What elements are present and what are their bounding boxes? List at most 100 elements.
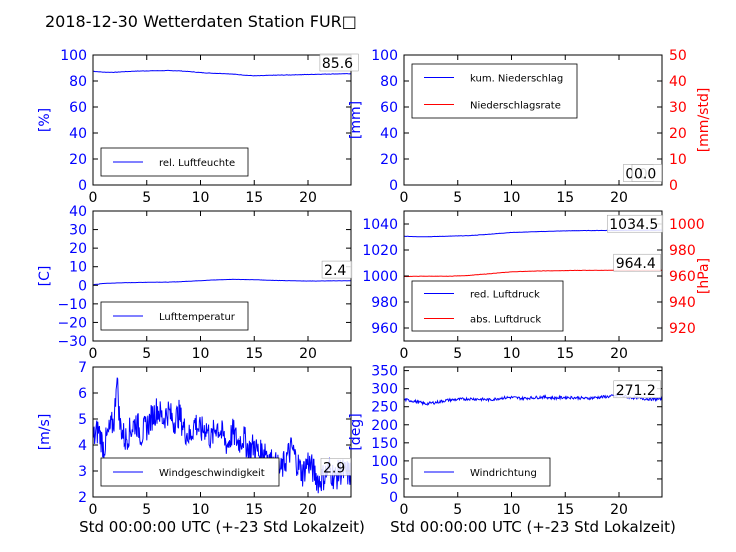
y-tick-label: 150 — [371, 436, 398, 452]
legend-label: Windgeschwindigkeit — [159, 468, 265, 479]
y-tick-label: 40 — [380, 126, 398, 142]
y-tick-label: 300 — [371, 382, 398, 398]
y-tick-label: 20 — [69, 241, 87, 257]
value-annotation: 271.2 — [616, 383, 656, 399]
value-annotation: 964.4 — [616, 256, 656, 272]
value-annotation: 2.9 — [323, 460, 345, 476]
y-tick-label: 60 — [380, 100, 398, 116]
x-tick-label: 10 — [503, 502, 521, 518]
series-line-temperature-0 — [93, 278, 351, 286]
x-tick-label: 5 — [453, 346, 462, 362]
x-tick-label: 10 — [192, 502, 210, 518]
value-annotation: 2.4 — [324, 263, 346, 279]
x-tick-label: 20 — [299, 346, 317, 362]
y-tick-label: 100 — [371, 48, 398, 64]
y-right-tick-label: 30 — [669, 100, 687, 116]
plot-frame-wind_speed — [92, 366, 352, 498]
x-axis-label-right: Std 00:00:00 UTC (+-23 Std Lokalzeit) — [390, 518, 676, 536]
y-tick-label: 960 — [371, 321, 398, 337]
y-right-tick-label: 1000 — [669, 217, 705, 233]
y-tick-label: 40 — [69, 204, 87, 220]
x-axis-label-left: Std 00:00:00 UTC (+-23 Std Lokalzeit) — [79, 518, 365, 536]
y-tick-label: 0 — [389, 178, 398, 194]
y-tick-label: −20 — [57, 315, 87, 331]
y-right-tick-label: 0 — [669, 178, 678, 194]
chart-temperature: 0 5 10 15 20 −30 −20 −10 0 10 20 30 40 [C] 2.4 Lufttemp… — [37, 204, 353, 362]
y-tick-label: 1020 — [362, 243, 398, 259]
y-tick-label: 30 — [69, 223, 87, 239]
y-right-tick-label: 940 — [669, 295, 696, 311]
x-tick-label: 15 — [245, 190, 263, 206]
y-tick-label: 0 — [78, 278, 87, 294]
y-tick-label: 20 — [380, 152, 398, 168]
y-tick-label: −30 — [57, 334, 87, 350]
y-tick-label: 3 — [78, 464, 87, 480]
legend-box — [411, 280, 564, 332]
y-tick-label: 10 — [69, 260, 87, 276]
x-tick-label: 15 — [245, 346, 263, 362]
y-tick-label: 200 — [371, 418, 398, 434]
x-tick-label: 5 — [142, 502, 151, 518]
y-tick-label: 80 — [69, 74, 87, 90]
y-tick-label: −10 — [57, 297, 87, 313]
y-tick-label: 50 — [380, 472, 398, 488]
x-tick-label: 5 — [453, 502, 462, 518]
y-tick-label: 980 — [371, 295, 398, 311]
legend-label: Lufttemperatur — [159, 312, 236, 323]
legend-label: kum. Niederschlag — [470, 74, 563, 85]
value-annotation: 0.0 — [634, 167, 656, 183]
y-tick-label: 1000 — [362, 269, 398, 285]
x-tick-label: 20 — [299, 502, 317, 518]
y-tick-label: 250 — [371, 400, 398, 416]
y-tick-label: 4 — [78, 438, 87, 454]
y-tick-label: 2 — [78, 490, 87, 506]
x-tick-label: 20 — [299, 190, 317, 206]
figure-title: 2018-12-30 Wetterdaten Station FUR□ — [45, 12, 357, 31]
y-tick-label: 100 — [371, 454, 398, 470]
legend-label: red. Luftdruck — [470, 290, 540, 301]
y-tick-label: 20 — [69, 152, 87, 168]
x-tick-label: 0 — [400, 502, 409, 518]
plot-frame-humidity — [92, 54, 352, 186]
y-axis-label: [deg] — [348, 413, 364, 450]
y-right-tick-label: 980 — [669, 243, 696, 259]
x-tick-label: 5 — [142, 190, 151, 206]
y-tick-label: 350 — [371, 364, 398, 380]
y-tick-label: 1040 — [362, 217, 398, 233]
legend-label: Niederschlagsrate — [470, 101, 561, 112]
y-axis-label-right: [mm/std] — [696, 88, 712, 153]
y-tick-label: 0 — [389, 490, 398, 506]
value-annotation: 85.6 — [322, 56, 353, 72]
x-tick-label: 5 — [453, 190, 462, 206]
y-right-tick-label: 920 — [669, 321, 696, 337]
y-tick-label: 5 — [78, 412, 87, 428]
chart-wind_direction: 0 5 10 15 20050100150200250300350[deg]271.2W… — [348, 364, 663, 518]
y-tick-label: 100 — [60, 48, 87, 64]
x-tick-label: 0 — [400, 190, 409, 206]
x-tick-label: 5 — [142, 346, 151, 362]
x-tick-label: 10 — [192, 190, 210, 206]
legend-label: rel. Luftfeuchte — [159, 158, 235, 169]
x-tick-label: 10 — [192, 346, 210, 362]
chart-pressure: 0 5 10 15 20 960 980 1000 1020 1040 920 940 960 980 10… — [362, 210, 712, 362]
y-tick-label: 0 — [78, 178, 87, 194]
x-tick-label: 0 — [89, 502, 98, 518]
y-right-tick-label: 10 — [669, 152, 687, 168]
x-tick-label: 0 — [89, 346, 98, 362]
legend-box — [411, 63, 578, 119]
chart-precip: 0 5 10 15 20 0 20 40 60 80 100 0 10 20 30 40 50 [mm] [mm/s… — [348, 48, 712, 206]
y-right-tick-label: 50 — [669, 48, 687, 64]
y-tick-label: 60 — [69, 100, 87, 116]
y-axis-label-right: [hPa] — [696, 258, 712, 294]
x-tick-label: 15 — [245, 502, 263, 518]
x-tick-label: 10 — [503, 190, 521, 206]
plot-frame-wind_direction — [403, 366, 663, 498]
chart-wind_speed: 0 5 10 15 20 2 3 4 5 6 7 [m/s] 2.9 Windgeschwindigkei… — [37, 360, 352, 518]
y-tick-label: 7 — [78, 360, 87, 376]
y-tick-label: 6 — [78, 386, 87, 402]
x-tick-label: 0 — [89, 190, 98, 206]
y-right-tick-label: 960 — [669, 269, 696, 285]
y-axis-label: [C] — [37, 266, 53, 287]
y-axis-label: [m/s] — [37, 414, 53, 451]
